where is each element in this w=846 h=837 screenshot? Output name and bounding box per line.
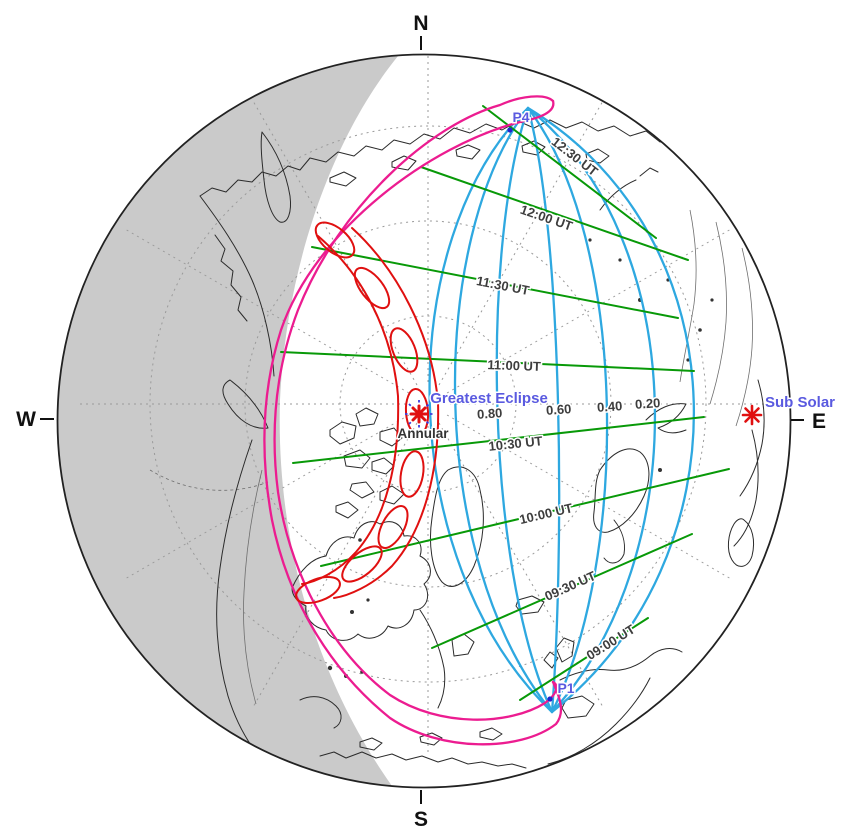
graticule-meridian [446,227,734,394]
coastline-segment [739,379,765,497]
coastline-segment [343,449,371,469]
coastline-segment [149,469,269,491]
coastline-segment [319,751,527,769]
graticule-meridian [438,98,605,386]
contour-arc [428,106,554,714]
compass-south-label: S [414,808,428,831]
time-line [482,105,657,239]
coastline-segment [735,247,753,427]
coastline-segment [243,469,263,705]
coastline-segment [455,144,481,160]
coastline-segment [329,171,357,187]
compass-east-label: E [812,410,826,433]
contour-arc [526,106,561,714]
annular-path [295,221,440,604]
coastline-segment [599,167,659,211]
annular-path-north-edge [301,235,400,585]
graticule-meridian [122,227,410,394]
contour-arc [526,106,656,714]
graticule-meridians [76,54,780,756]
coastline-segment [515,595,545,615]
coastline-segment [593,448,650,533]
penumbral-limit-north [273,95,558,721]
coastline-segment [260,131,291,223]
annular-path-south-edge [333,227,440,599]
coastline-segment [429,466,484,587]
coastline-segment [419,609,446,709]
time-lines [280,105,730,701]
coastlines [149,119,791,769]
greatest-eclipse-marker [405,400,433,428]
coastline-segment [371,457,395,475]
graticule-parallel [149,125,707,683]
time-line [320,468,730,567]
contour-arc [495,106,554,714]
time-line [311,246,679,319]
coastline-segment [391,155,417,171]
coastline-segment [709,221,727,405]
coastline-segment [355,407,379,427]
shadow-outlines [295,221,430,604]
coastline-segment [679,209,697,383]
coastline-segment [329,421,357,445]
magnitude-label: 0.60 [546,401,572,418]
coastline-segment [733,429,759,547]
time-line [431,533,693,649]
coastline-segment [585,148,610,164]
time-label: 11:00 UT [487,357,541,374]
globe-outline [56,53,792,789]
graticule-meridian [122,414,410,581]
p1-label: P1 [557,680,574,696]
compass-north-label: N [413,12,428,35]
graticule-meridian [438,422,605,710]
coastline-segment [379,485,405,505]
p1-point [547,696,553,702]
night-shade [57,56,398,786]
magnitude-labels: 0.80 0.60 0.40 0.20 [475,394,662,424]
magnitude-label: 0.40 [597,398,623,415]
penumbral-limits [263,95,563,746]
time-line [280,351,695,372]
graticule-meridian [251,98,418,386]
coastline-segment [335,501,359,519]
coastline-segment [222,379,269,429]
graticule-parallel [244,220,612,588]
coastline-segment [727,518,755,567]
coastline-segment [216,439,265,763]
coastline-segment [199,119,713,197]
greatest-eclipse-label: Greatest Eclipse [430,390,548,407]
coastline-segment [299,696,342,729]
coastline-segment [214,234,248,322]
coastline-segment [359,727,503,751]
sub-solar-marker [741,404,763,426]
coastline-segment [349,481,375,499]
time-line [519,617,649,701]
time-label: 10:30 UT [488,433,544,454]
p4-label: P4 [512,109,529,125]
sub-solar-label: Sub Solar [765,394,835,411]
annular-label: Annular [397,426,449,441]
coastline-segment [543,637,575,669]
coastline-segment [645,403,687,434]
graticule-meridian [446,414,734,581]
penumbral-limit-south [263,99,563,746]
coastline-segment [291,521,431,641]
coastline-segment [603,519,625,564]
coastline-segment [199,195,275,377]
time-line [420,166,689,261]
magnitude-label: 0.20 [635,395,661,412]
time-line [292,416,705,464]
contour-arcs [428,106,696,714]
contour-arc [453,106,554,714]
contour-arc [526,106,696,714]
compass-west-label: W [16,408,36,431]
contour-arc [526,106,609,714]
magnitude-label: 0.80 [477,405,503,422]
p4-point [507,127,513,133]
